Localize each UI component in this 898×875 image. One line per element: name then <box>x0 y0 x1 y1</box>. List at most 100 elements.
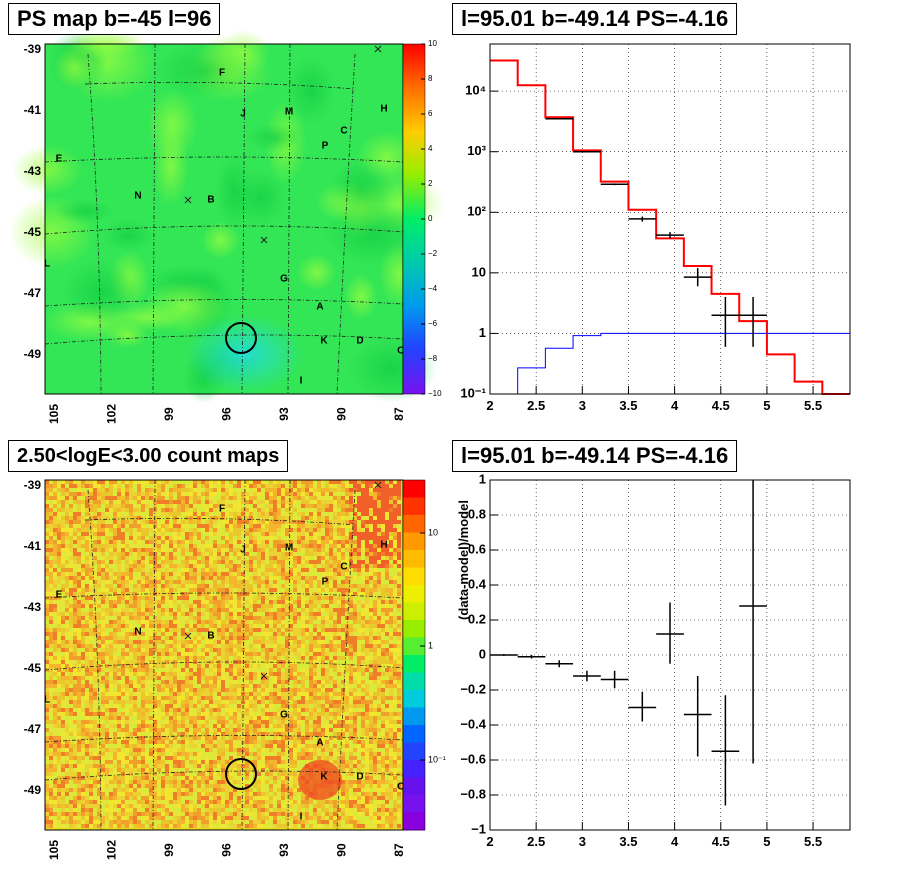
count-map-pixel <box>317 632 321 636</box>
count-map-pixel <box>301 508 305 512</box>
count-map-pixel <box>245 624 249 628</box>
count-map-pixel <box>269 548 273 552</box>
count-map-pixel <box>121 620 125 624</box>
count-map-pixel <box>125 632 129 636</box>
count-map-pixel <box>397 544 401 548</box>
count-map-pixel <box>69 480 73 484</box>
count-map-pixel <box>301 548 305 552</box>
count-map-pixel <box>141 684 145 688</box>
count-map-pixel <box>397 676 401 680</box>
count-map-pixel <box>181 564 185 568</box>
count-map-pixel <box>169 640 173 644</box>
count-map-pixel <box>117 600 121 604</box>
count-map-pixel <box>281 544 285 548</box>
count-map-pixel <box>273 596 277 600</box>
count-map-pixel <box>89 580 93 584</box>
count-map-pixel <box>113 572 117 576</box>
count-map-pixel <box>289 524 293 528</box>
count-map-pixel <box>145 576 149 580</box>
count-map-pixel <box>145 648 149 652</box>
count-map-pixel <box>273 660 277 664</box>
count-map-pixel <box>221 616 225 620</box>
count-map-pixel <box>93 536 97 540</box>
count-map-pixel <box>101 532 105 536</box>
count-map-pixel <box>237 608 241 612</box>
count-map-pixel <box>293 628 297 632</box>
count-map-pixel <box>325 600 329 604</box>
count-map-pixel <box>341 548 345 552</box>
count-map-pixel <box>161 568 165 572</box>
count-map-pixel <box>269 612 273 616</box>
count-map-pixel <box>73 680 77 684</box>
count-map-pixel <box>101 556 105 560</box>
count-map-pixel <box>333 664 337 668</box>
count-map-pixel <box>345 648 349 652</box>
count-map-pixel <box>245 684 249 688</box>
count-map-pixel <box>397 488 401 492</box>
count-map-pixel <box>77 572 81 576</box>
count-map-pixel <box>153 664 157 668</box>
count-map-pixel <box>285 528 289 532</box>
count-map-pixel <box>397 500 401 504</box>
count-map-pixel <box>185 672 189 676</box>
count-map-pixel <box>177 628 181 632</box>
source-label-e: E <box>56 154 63 165</box>
count-map-pixel <box>125 580 129 584</box>
count-map-pixel <box>269 564 273 568</box>
count-map-pixel <box>309 540 313 544</box>
count-map-pixel <box>105 536 109 540</box>
count-map-pixel <box>101 516 105 520</box>
count-map-pixel <box>345 668 349 672</box>
count-map-pixel <box>85 580 89 584</box>
count-map-pixel <box>81 580 85 584</box>
count-map-pixel <box>49 512 53 516</box>
count-map-pixel <box>269 604 273 608</box>
count-map-pixel <box>149 508 153 512</box>
count-map-pixel <box>341 496 345 500</box>
count-map-pixel <box>265 560 269 564</box>
count-map-pixel <box>265 608 269 612</box>
count-map-pixel <box>273 680 277 684</box>
count-map-pixel <box>261 536 265 540</box>
count-map-pixel <box>137 512 141 516</box>
count-map-pixel <box>273 552 277 556</box>
count-map-pixel <box>73 524 77 528</box>
count-map-pixel <box>197 556 201 560</box>
count-map-pixel <box>381 668 385 672</box>
count-map-pixel <box>93 660 97 664</box>
count-map-pixel <box>321 516 325 520</box>
count-map-pixel <box>361 676 365 680</box>
count-map-pixel <box>325 612 329 616</box>
count-map-pixel <box>317 616 321 620</box>
count-map-pixel <box>73 612 77 616</box>
count-map-pixel <box>261 628 265 632</box>
count-map-pixel <box>353 516 357 520</box>
count-map-pixel <box>45 544 49 548</box>
count-map-pixel <box>385 516 389 520</box>
count-map-pixel <box>57 624 61 628</box>
count-map-pixel <box>77 636 81 640</box>
count-map-pixel <box>177 552 181 556</box>
count-map-pixel <box>345 676 349 680</box>
count-map-pixel <box>125 512 129 516</box>
count-map-pixel <box>113 644 117 648</box>
count-map-pixel <box>109 696 113 700</box>
count-map-pixel <box>121 556 125 560</box>
count-map-pixel <box>369 692 373 696</box>
count-map-pixel <box>125 660 129 664</box>
count-map-pixel <box>349 508 353 512</box>
count-map-pixel <box>309 564 313 568</box>
count-map-pixel <box>141 672 145 676</box>
count-map-pixel <box>117 576 121 580</box>
count-map-pixel <box>309 504 313 508</box>
count-map-pixel <box>309 576 313 580</box>
count-map-pixel <box>265 568 269 572</box>
count-map-pixel <box>345 552 349 556</box>
count-map-pixel <box>221 636 225 640</box>
count-map-pixel <box>365 512 369 516</box>
count-map-pixel <box>309 524 313 528</box>
count-map-pixel <box>185 696 189 700</box>
count-map-pixel <box>125 648 129 652</box>
count-map-pixel <box>361 656 365 660</box>
count-map-pixel <box>145 516 149 520</box>
